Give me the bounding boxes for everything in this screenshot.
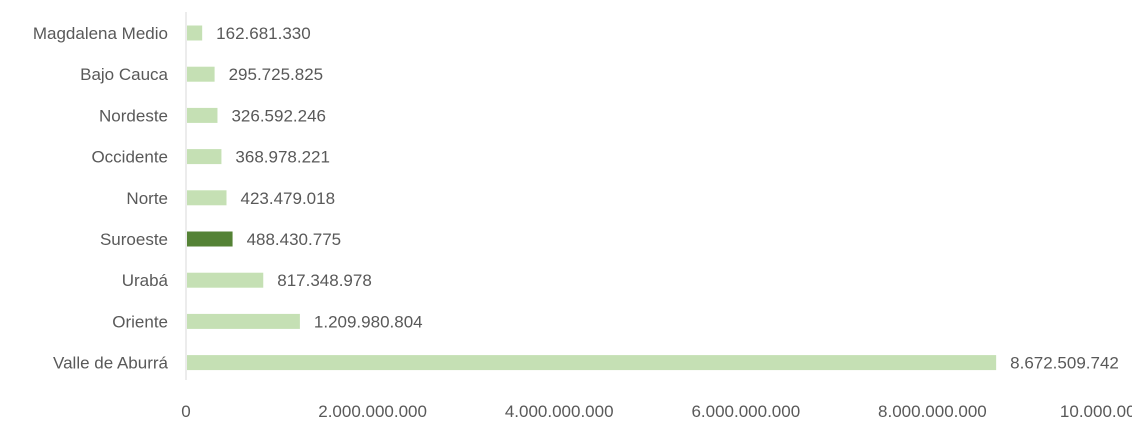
data-label: 488.430.775 [247, 230, 342, 249]
category-label: Oriente [112, 312, 168, 331]
bar-magdalena-medio [187, 25, 203, 41]
data-label: 326.592.246 [231, 106, 326, 125]
data-label: 295.725.825 [229, 65, 324, 84]
x-tick-label: 6.000.000.000 [691, 402, 800, 421]
bar-suroeste [187, 231, 233, 247]
x-tick-label: 4.000.000.000 [505, 402, 614, 421]
x-tick-label: 8.000.000.000 [878, 402, 987, 421]
data-label: 423.479.018 [241, 189, 336, 208]
data-label: 162.681.330 [216, 24, 311, 43]
x-tick-label: 10.000.000.000 [1060, 402, 1132, 421]
data-label: 1.209.980.804 [314, 312, 423, 331]
category-label: Magdalena Medio [33, 24, 168, 43]
category-label: Norte [126, 189, 168, 208]
bar-urab- [187, 272, 264, 288]
bar-nordeste [187, 107, 218, 123]
bars-layer [187, 25, 997, 371]
data-label: 817.348.978 [277, 271, 372, 290]
category-label: Valle de Aburrá [53, 354, 169, 373]
bar-valle-de-aburr- [187, 355, 997, 371]
category-label: Suroeste [100, 230, 168, 249]
bar-bajo-cauca [187, 66, 215, 82]
axis-layer: 0 2.000.000.000 4.000.000.000 6.000.000.000… [181, 12, 1132, 421]
labels-layer: Magdalena Medio 162.681.330 Bajo Cauca 295.… [33, 24, 1119, 373]
data-label: 8.672.509.742 [1010, 354, 1119, 373]
bar-oriente [187, 313, 300, 329]
bar-norte [187, 190, 227, 206]
category-label: Urabá [122, 271, 169, 290]
data-label: 368.978.221 [235, 148, 330, 167]
category-label: Occidente [91, 148, 168, 167]
bar-occidente [187, 149, 222, 165]
category-label: Nordeste [99, 106, 168, 125]
x-tick-label: 0 [181, 402, 190, 421]
x-tick-label: 2.000.000.000 [318, 402, 427, 421]
category-label: Bajo Cauca [80, 65, 168, 84]
